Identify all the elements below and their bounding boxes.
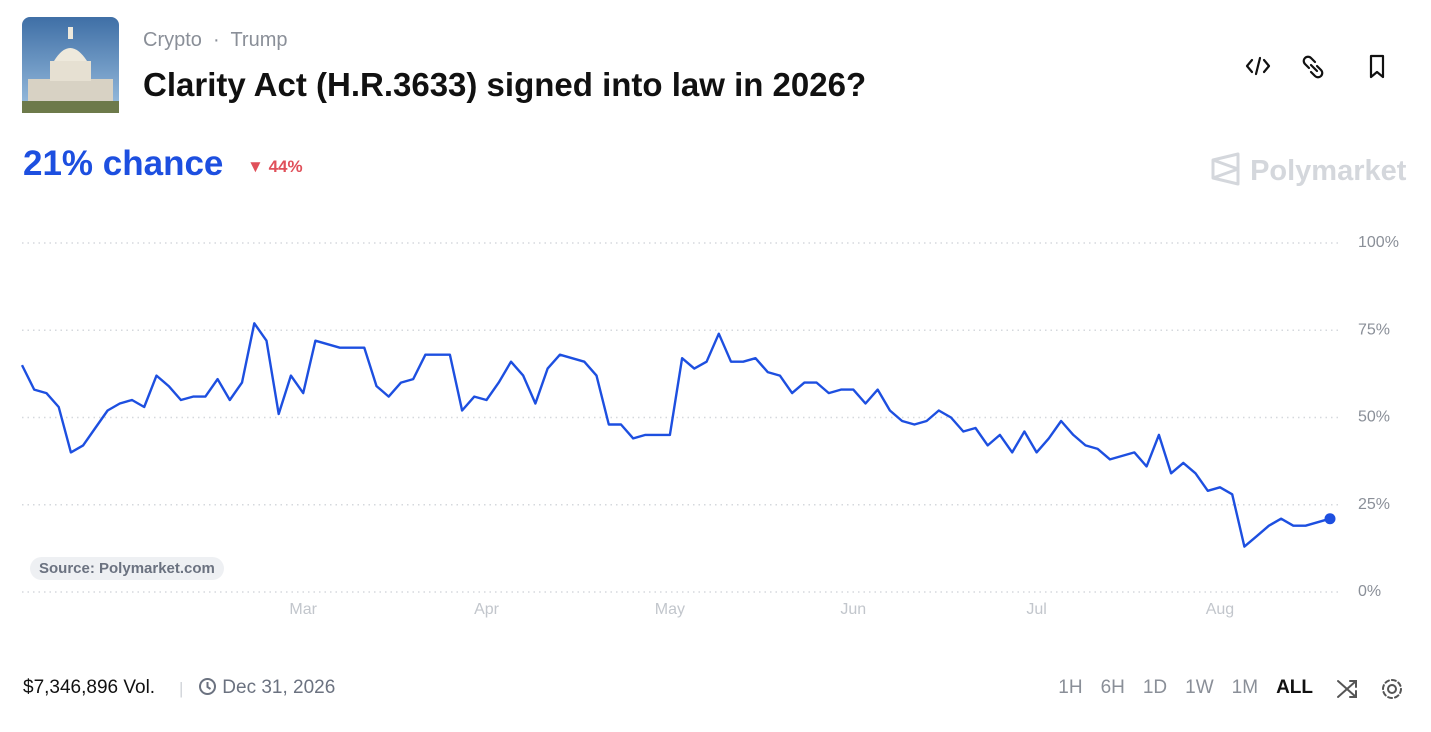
divider: | xyxy=(179,679,184,698)
title: Clarity Act (H.R.3633) signed into law i… xyxy=(143,66,867,103)
down-arrow: ▼ xyxy=(247,157,264,176)
chart: 0% 25% 50% 75% 100% Mar Apr May Jun Jul Aug xyxy=(20,234,1399,618)
x-tick-label: May xyxy=(655,601,685,618)
change-value: 44% xyxy=(268,157,303,176)
source: Source: Polymarket.com xyxy=(30,557,224,580)
price-line xyxy=(20,322,1331,548)
brand-name: Polymarket xyxy=(1250,155,1407,187)
range-selector: 1H 6H 1D 1W 1M ALL xyxy=(1040,677,1313,699)
range-button[interactable]: 1H xyxy=(1058,677,1083,698)
clock-icon xyxy=(199,678,216,695)
actions xyxy=(1245,54,1385,79)
shuffle-icon[interactable] xyxy=(1337,680,1357,698)
settings-icon[interactable] xyxy=(1387,684,1397,694)
embed-icon[interactable] xyxy=(1245,56,1271,76)
brand: Polymarket xyxy=(1210,152,1406,188)
bookmark-icon[interactable] xyxy=(1369,54,1385,79)
range-button[interactable]: ALL xyxy=(1276,677,1313,698)
separator: · xyxy=(207,29,226,51)
y-tick-label: 75% xyxy=(1358,321,1390,338)
x-tick-label: Jul xyxy=(1026,601,1046,618)
market-image xyxy=(22,17,119,113)
tag[interactable]: Crypto xyxy=(143,29,202,51)
x-tick-label: Jun xyxy=(840,601,866,618)
link-icon[interactable] xyxy=(1302,55,1324,79)
end-date-text: Dec 31, 2026 xyxy=(222,677,336,698)
y-tick-label: 100% xyxy=(1358,234,1399,251)
tag[interactable]: Trump xyxy=(230,29,288,51)
volume: $7,346,896 Vol. xyxy=(23,677,156,698)
y-tick-label: 50% xyxy=(1358,409,1390,426)
end-date: Dec 31, 2026 xyxy=(198,677,335,699)
x-tick-label: Apr xyxy=(474,601,500,618)
range-button[interactable]: 1D xyxy=(1142,677,1168,698)
range-button[interactable]: 1W xyxy=(1185,677,1214,698)
end-dot xyxy=(1324,513,1336,525)
range-button[interactable]: 6H xyxy=(1100,677,1125,698)
change: ▼ 44% xyxy=(247,157,303,177)
range-button[interactable]: 1M xyxy=(1231,677,1259,698)
x-tick-label: Aug xyxy=(1206,601,1234,618)
y-tick-label: 25% xyxy=(1358,496,1390,513)
brand-logo xyxy=(1211,152,1240,186)
x-tick-label: Mar xyxy=(289,601,317,618)
y-tick-label: 0% xyxy=(1358,583,1381,600)
chart-tools xyxy=(1337,679,1402,699)
chance: 21% chance xyxy=(23,144,224,183)
